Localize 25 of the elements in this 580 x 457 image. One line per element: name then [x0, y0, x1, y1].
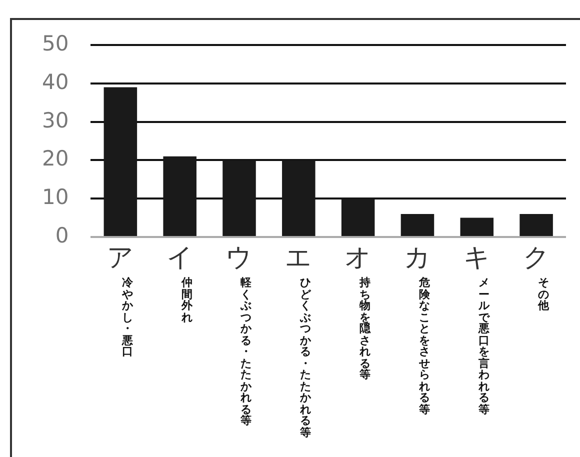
text: メールで悪口を言われる等 — [478, 276, 490, 416]
x-tick-label: イ — [166, 243, 194, 273]
x-tick-label: キ — [463, 243, 490, 273]
text: ひどくぶつかる・たたかれる等 — [300, 276, 312, 438]
y-tick-label: 50 — [42, 31, 69, 56]
text: 軽くぶつかる・たたかれる等 — [240, 276, 252, 427]
text: 冷やかし・悪口 — [120, 276, 134, 358]
x-tick-label: ウ — [226, 243, 253, 273]
bar — [400, 214, 434, 236]
bar — [460, 218, 494, 236]
text: 仲間外れ — [180, 276, 194, 324]
x-tick-label: オ — [344, 243, 372, 273]
bar — [520, 214, 553, 236]
y-tick-label: 10 — [42, 185, 69, 210]
y-tick-label: 30 — [42, 108, 69, 132]
x-tick-label: エ — [285, 243, 312, 273]
x-tick-label: ク — [522, 243, 550, 273]
x-tick-label: ア — [106, 243, 134, 273]
y-tick-label: 0 — [55, 223, 69, 248]
text: 危険なことをさせられる等 — [418, 276, 430, 416]
text: 持ち物を隠される等 — [360, 276, 371, 381]
y-tick-label: 20 — [42, 146, 69, 171]
text: その他 — [536, 276, 550, 312]
x-tick-label: カ — [404, 243, 431, 273]
y-tick-label: 40 — [42, 70, 69, 94]
